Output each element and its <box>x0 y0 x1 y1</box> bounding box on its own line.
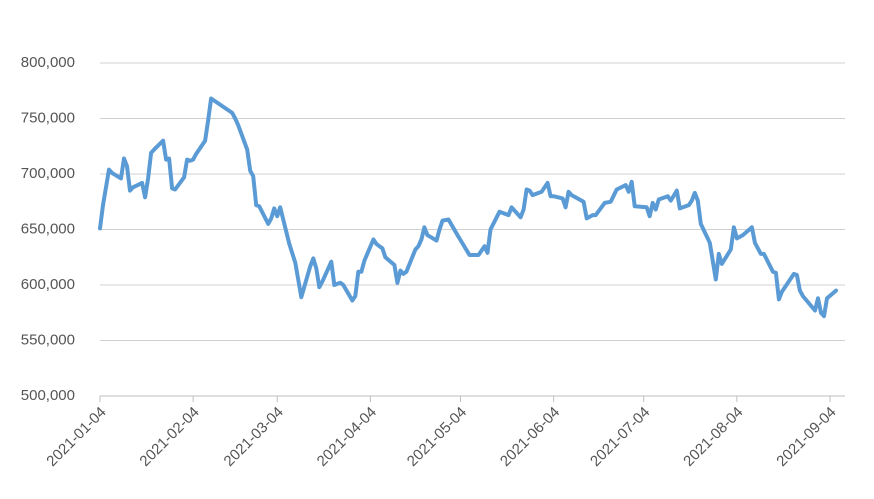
y-tick-label: 600,000 <box>21 276 75 293</box>
y-tick-label: 550,000 <box>21 331 75 348</box>
x-tick-label: 2021-08-04 <box>680 404 746 470</box>
y-tick-label: 800,000 <box>21 54 75 71</box>
x-tick-label: 2021-09-04 <box>773 404 839 470</box>
x-tick-label: 2021-06-04 <box>497 404 563 470</box>
line <box>98 96 838 319</box>
y-tick-label: 500,000 <box>21 387 75 404</box>
x-tick-label: 2021-01-04 <box>43 404 109 470</box>
y-tick-label: 650,000 <box>21 220 75 237</box>
y-tick-label: 700,000 <box>21 165 75 182</box>
y-tick-label: 750,000 <box>21 109 75 126</box>
x-tick-label: 2021-03-04 <box>221 404 287 470</box>
x-tick-label: 2021-04-04 <box>314 404 380 470</box>
x-tick-label: 2021-07-04 <box>587 404 653 470</box>
x-tick-label: 2021-05-04 <box>404 404 470 470</box>
x-tick-label: 2021-02-04 <box>136 404 202 470</box>
